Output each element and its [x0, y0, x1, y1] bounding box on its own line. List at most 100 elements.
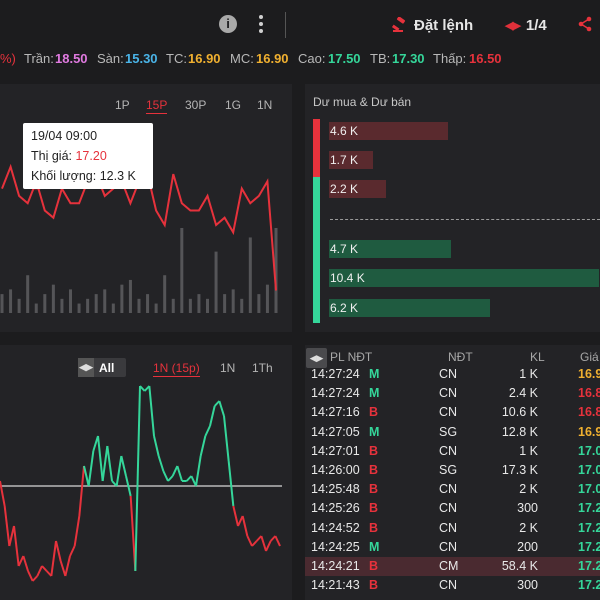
all-filter-button[interactable]: ◀▶ All	[78, 358, 126, 377]
volume-bar	[206, 298, 209, 313]
trade-time: 14:24:25	[311, 539, 360, 554]
volume-bar	[120, 284, 124, 313]
page-indicator[interactable]: ◀▶ 1/4	[505, 14, 547, 36]
scroll-columns-icon[interactable]: ◀▶	[306, 348, 327, 368]
chart-tooltip: 19/04 09:00 Thị giá: 17.20 Khối lượng: 1…	[23, 123, 153, 189]
avg-value: 17.30	[392, 51, 425, 66]
timeframe-1n[interactable]: 1N	[257, 98, 273, 112]
trade-row[interactable]: 14:27:24 M CN 2.4 K 16.8	[305, 384, 600, 403]
timeframe-15p[interactable]: 15P	[146, 98, 168, 114]
tooltip-price-label: Thị giá:	[31, 149, 72, 163]
avg-label: TB:	[370, 51, 391, 66]
trade-price: 17.0	[578, 482, 600, 497]
trade-side: B	[369, 520, 379, 535]
flow-timeframe-1th[interactable]: 1Th	[252, 361, 273, 375]
flow-segment	[260, 535, 267, 552]
trade-time: 14:25:48	[311, 482, 360, 497]
volume-bar	[43, 294, 47, 313]
trade-time: 14:24:21	[311, 559, 360, 573]
timeframe-30p[interactable]: 30P	[185, 98, 207, 112]
trade-row[interactable]: 14:25:48 B CN 2 K 17.0	[305, 480, 600, 499]
more-menu-icon[interactable]	[256, 13, 266, 35]
flow-segment	[97, 435, 104, 482]
flow-segment	[0, 480, 6, 507]
divider	[285, 12, 286, 38]
info-icon[interactable]: i	[219, 15, 237, 33]
volume-bar	[111, 303, 115, 313]
timeframe-1p[interactable]: 1P	[115, 98, 130, 112]
share-icon[interactable]	[576, 15, 594, 33]
flow-segment	[209, 405, 216, 427]
flow-segment	[106, 445, 113, 482]
trade-price: 17.2	[578, 559, 600, 573]
trade-row[interactable]: 14:24:25 M CN 200 17.2	[305, 538, 600, 557]
trade-row[interactable]: 14:27:01 B CN 1 K 17.0	[305, 442, 600, 461]
ceiling-value: 18.50	[55, 51, 88, 66]
floor-label: Sàn:	[97, 51, 124, 66]
volume-bar	[94, 294, 98, 313]
volume-bar	[128, 279, 132, 313]
volume-bar	[69, 289, 72, 313]
flow-segment	[171, 465, 179, 477]
top-bar: i Đặt lệnh ◀▶ 1/4	[0, 0, 600, 48]
trade-inv: CN	[439, 539, 458, 554]
trade-row[interactable]: 14:21:43 B CN 300 17.2	[305, 576, 600, 595]
flow-timeframe-1n[interactable]: 1N	[220, 361, 236, 375]
trade-side: M	[369, 367, 380, 381]
match-label: MC:	[230, 51, 254, 66]
volume-bar	[231, 289, 235, 313]
flow-segment	[195, 455, 202, 487]
trade-price: 17.2	[578, 578, 600, 593]
ref-label: TC:	[166, 51, 187, 66]
trade-time: 14:24:52	[311, 520, 360, 535]
trade-vol: 17.3 K	[501, 463, 538, 477]
flow-segment	[185, 475, 193, 482]
trade-row[interactable]: 14:26:00 B SG 17.3 K 17.0	[305, 461, 600, 480]
low-value: 16.50	[469, 51, 502, 66]
trade-price: 16.9	[578, 367, 600, 381]
flow-segment	[101, 445, 109, 482]
flow-segment	[22, 555, 29, 572]
money-flow-panel	[0, 345, 292, 600]
timeframe-1g[interactable]: 1G	[225, 98, 242, 112]
volume-bar	[26, 275, 30, 313]
trade-side: B	[369, 405, 379, 420]
trade-price: 17.2	[578, 501, 600, 516]
order-book-title: Dư mua & Dư bán	[313, 95, 412, 109]
volume-bar	[146, 294, 150, 313]
flow-segment	[3, 505, 11, 547]
trade-side: B	[369, 443, 379, 458]
trade-vol: 200	[517, 539, 538, 554]
trade-row[interactable]: 14:24:21 B CM 58.4 K 17.2	[305, 557, 600, 576]
trade-row[interactable]: 14:27:24 M CN 1 K 16.9	[305, 365, 600, 384]
header-investor-type: PL NĐT	[330, 350, 373, 364]
prev-next-arrows-icon[interactable]: ◀▶	[505, 19, 521, 32]
sell-volume-bar	[329, 180, 387, 198]
flow-segment	[50, 540, 57, 577]
sell-volume-bar	[329, 151, 374, 169]
flow-segment	[87, 450, 95, 487]
trade-time: 14:27:01	[311, 443, 360, 458]
sell-side-marker	[313, 119, 320, 177]
flow-timeframe-1n-15p[interactable]: 1N (15p)	[153, 361, 200, 377]
trade-vol: 2 K	[519, 482, 538, 497]
trade-inv: CN	[439, 578, 458, 593]
header-volume: KL	[530, 350, 545, 364]
buy-volume-bar	[329, 299, 490, 317]
trade-price: 17.2	[578, 539, 600, 554]
trade-vol: 1 K	[519, 367, 538, 381]
flow-segment	[27, 570, 34, 582]
trade-row[interactable]: 14:24:52 B CN 2 K 17.2	[305, 519, 600, 538]
tooltip-price-row: Thị giá: 17.20	[31, 149, 107, 163]
flow-segment	[125, 475, 132, 497]
trade-row[interactable]: 14:27:16 B CN 10.6 K 16.8	[305, 403, 600, 422]
volume-bar	[188, 298, 192, 313]
place-order-button[interactable]: Đặt lệnh	[392, 14, 473, 36]
money-flow-chart[interactable]	[0, 380, 292, 595]
trade-side: B	[369, 559, 379, 573]
flow-segment	[78, 465, 85, 517]
volume-bar	[274, 228, 278, 313]
trade-row[interactable]: 14:27:05 M SG 12.8 K 16.9	[305, 423, 600, 442]
trade-inv: CN	[439, 443, 458, 458]
trade-row[interactable]: 14:25:26 B CN 300 17.2	[305, 499, 600, 518]
